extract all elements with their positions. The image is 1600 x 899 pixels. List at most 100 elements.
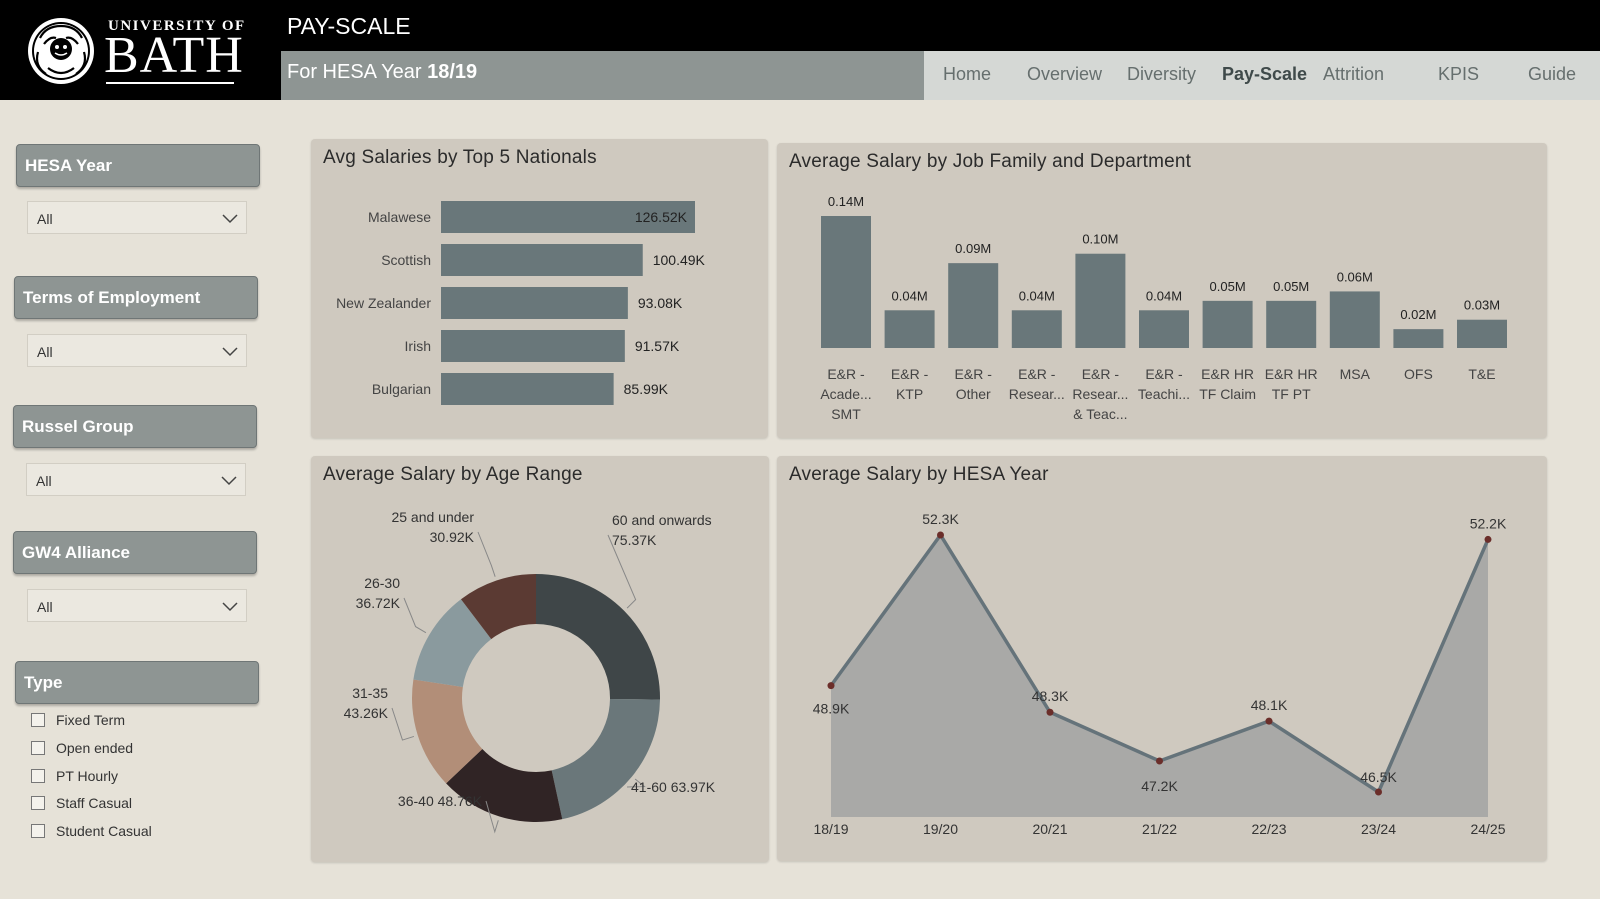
nationality-value-label: 91.57K bbox=[635, 338, 680, 354]
hesa-year-point bbox=[1375, 788, 1382, 796]
top-navigation: Home Overview Diversity Pay-Scale Attrit… bbox=[924, 51, 1600, 100]
nationals-chart-panel: Avg Salaries by Top 5 Nationals Malawese… bbox=[311, 139, 768, 438]
terms-dropdown[interactable]: All bbox=[27, 334, 247, 367]
nav-kpis[interactable]: KPIS bbox=[1438, 64, 1480, 84]
job-family-category-label: SMT bbox=[831, 406, 861, 422]
age-range-label: 36-40 48.76K bbox=[398, 793, 483, 809]
hesa-year-value-label: 47.2K bbox=[1141, 778, 1178, 794]
job-family-category-label: KTP bbox=[896, 386, 923, 402]
job-family-value-label: 0.02M bbox=[1400, 307, 1436, 322]
terms-slicer-title: Terms of Employment bbox=[23, 288, 201, 307]
type-slicer-title: Type bbox=[24, 673, 63, 692]
job-family-bar bbox=[1393, 329, 1444, 348]
russel-dropdown[interactable]: All bbox=[26, 463, 246, 496]
nav-overview[interactable]: Overview bbox=[1027, 64, 1103, 84]
gw4-slicer-title: GW4 Alliance bbox=[22, 543, 131, 562]
nationality-label: Malawese bbox=[368, 209, 431, 225]
nationals-chart-title: Avg Salaries by Top 5 Nationals bbox=[323, 147, 597, 168]
nationality-label: Bulgarian bbox=[372, 381, 431, 397]
hesa-year-point bbox=[1046, 708, 1054, 716]
logo-text-small: UNIVERSITY OF bbox=[108, 18, 246, 34]
age-range-value-label: 63.97K bbox=[671, 779, 716, 795]
bath-seal-icon bbox=[28, 18, 94, 84]
hesa-year-point bbox=[1156, 757, 1163, 765]
type-option-label: Open ended bbox=[56, 740, 134, 756]
checkbox[interactable] bbox=[31, 713, 45, 727]
job-family-category-label: E&R - bbox=[1082, 366, 1120, 382]
checkbox[interactable] bbox=[31, 796, 45, 810]
job-family-bar bbox=[1329, 291, 1380, 348]
job-family-value-label: 0.09M bbox=[955, 241, 991, 256]
checkbox[interactable] bbox=[31, 769, 45, 783]
job-family-bar bbox=[1266, 300, 1317, 348]
hesa-year-area-fill bbox=[831, 535, 1488, 817]
job-family-value-label: 0.04M bbox=[1019, 288, 1055, 303]
chevron-down-icon bbox=[222, 347, 238, 357]
nav-pay-scale[interactable]: Pay-Scale bbox=[1222, 64, 1308, 84]
age-range-category-label: 25 and under bbox=[391, 509, 474, 525]
job-family-category-label: E&R - bbox=[1018, 366, 1056, 382]
job-family-category-label: Resear... bbox=[1009, 386, 1065, 402]
type-option-label: Staff Casual bbox=[56, 795, 133, 811]
age-range-value-label: 75.37K bbox=[612, 532, 657, 548]
nationality-bar bbox=[441, 330, 625, 362]
university-logo[interactable]: UNIVERSITY OF BATH bbox=[26, 14, 256, 88]
age-range-leader-line bbox=[391, 707, 415, 741]
nationality-bar bbox=[441, 373, 614, 405]
job-family-bar bbox=[1139, 310, 1189, 348]
hesa-year-slicer-title: HESA Year bbox=[25, 156, 112, 175]
job-family-category-label: E&R - bbox=[891, 366, 929, 382]
nationals-bar-chart: Malawese 126.52K Scottish 100.49K New Zealan… bbox=[336, 201, 706, 405]
chevron-down-icon bbox=[221, 476, 237, 486]
job-family-bar bbox=[948, 263, 999, 348]
nationality-label: Scottish bbox=[381, 252, 431, 268]
age-range-category-label: 36-40 bbox=[398, 793, 438, 809]
checkbox[interactable] bbox=[31, 741, 45, 755]
job-family-chart-panel: Average Salary by Job Family and Departm… bbox=[777, 143, 1547, 438]
job-family-category-label: Other bbox=[956, 386, 991, 402]
hesa-year-banner: For HESA Year 18/19 bbox=[281, 51, 924, 100]
job-family-category-label: Resear... bbox=[1072, 386, 1128, 402]
checkbox[interactable] bbox=[31, 824, 45, 838]
age-range-category-label: 41-60 bbox=[631, 779, 671, 795]
nav-guide[interactable]: Guide bbox=[1528, 64, 1577, 84]
job-family-bar bbox=[821, 216, 871, 348]
hesa-year-point bbox=[827, 682, 835, 690]
hesa-year-tick-label: 21/22 bbox=[1142, 821, 1177, 837]
hesa-year-slicer-header: HESA Year bbox=[16, 144, 260, 187]
job-family-value-label: 0.05M bbox=[1210, 279, 1246, 294]
chevron-down-icon bbox=[222, 214, 238, 224]
nav-diversity[interactable]: Diversity bbox=[1127, 64, 1197, 84]
nav-home[interactable]: Home bbox=[943, 64, 992, 84]
age-range-value-label: 43.26K bbox=[344, 705, 389, 721]
hesa-year-tick-label: 19/20 bbox=[923, 821, 958, 837]
age-range-category-label: 31-35 bbox=[352, 685, 388, 701]
nationality-value-label: 85.99K bbox=[624, 381, 669, 397]
nationality-label: New Zealander bbox=[336, 295, 431, 311]
type-option-label: Fixed Term bbox=[56, 712, 125, 728]
job-family-value-label: 0.04M bbox=[892, 288, 928, 303]
nav-attrition[interactable]: Attrition bbox=[1323, 64, 1385, 84]
job-family-category-label: Acade... bbox=[820, 386, 871, 402]
gw4-dropdown[interactable]: All bbox=[27, 589, 247, 622]
age-range-chart-title: Average Salary by Age Range bbox=[323, 464, 583, 485]
russel-dropdown-value: All bbox=[36, 473, 52, 489]
banner-prefix: For HESA Year bbox=[287, 61, 422, 83]
age-range-category-label: 60 and onwards bbox=[612, 512, 712, 528]
hesa-year-value-label: 52.2K bbox=[1470, 515, 1507, 531]
hesa-year-value-label: 48.3K bbox=[1032, 688, 1069, 704]
job-family-value-label: 0.14M bbox=[828, 194, 864, 209]
age-range-slice bbox=[536, 574, 660, 700]
job-family-category-label: TF Claim bbox=[1199, 386, 1256, 402]
nationality-bar bbox=[441, 287, 628, 319]
hesa-year-dropdown[interactable]: All bbox=[27, 201, 247, 234]
hesa-year-value-label: 52.3K bbox=[922, 511, 959, 527]
job-family-bar bbox=[1457, 319, 1507, 348]
job-family-value-label: 0.06M bbox=[1337, 269, 1373, 284]
hesa-year-tick-label: 20/21 bbox=[1032, 821, 1067, 837]
nationality-value-label: 100.49K bbox=[653, 252, 706, 268]
hesa-year-point bbox=[1484, 535, 1492, 543]
age-range-slice bbox=[446, 748, 563, 822]
age-range-slice bbox=[413, 599, 492, 687]
job-family-category-label: MSA bbox=[1340, 366, 1371, 382]
